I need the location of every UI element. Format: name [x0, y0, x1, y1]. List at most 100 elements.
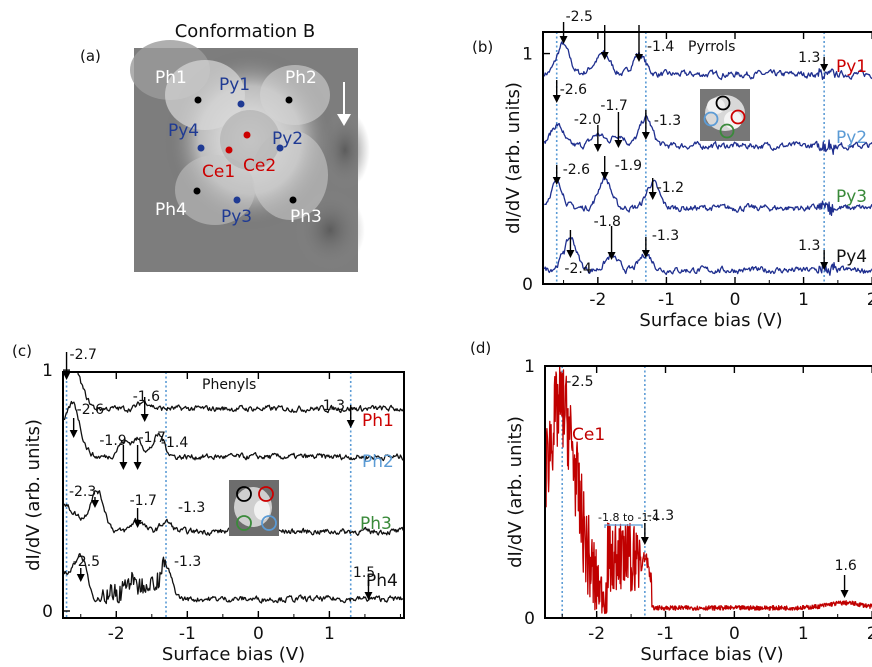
series-label-ph2: Ph2: [362, 452, 394, 472]
series-line-py3: [544, 176, 872, 217]
panel-a-title: Conformation B: [175, 21, 316, 42]
peak-annotation: -1.7: [130, 493, 157, 509]
site-label-ce1: Ce1: [202, 162, 235, 182]
panel-a-stm-image: (a) Conformation B Ph1 Py1 Ph2 Py4 Py2 Ce1 Ce2…: [80, 21, 370, 272]
series-line-py4: [543, 237, 872, 276]
y-tick-label: 0: [42, 602, 53, 622]
peak-annotation: -2.7: [70, 347, 97, 363]
series-label-ph3: Ph3: [360, 514, 392, 534]
x-tick-label: 1: [798, 624, 809, 644]
series-label-ph4: Ph4: [366, 571, 398, 591]
series-label-py1: Py1: [836, 57, 867, 77]
panel-b-axes: -2 -1 0 1 2 0 1 Surface bias (V) dI/dV (arb. uni…: [503, 9, 872, 331]
x-tick-label: 2: [867, 624, 872, 644]
site-dot-py1: [237, 100, 245, 108]
peak-annotation: -1.3: [174, 554, 201, 570]
x-tick-label: -2: [588, 624, 605, 644]
x-tick-label: 2: [867, 290, 872, 310]
series-label-py3: Py3: [836, 187, 867, 207]
peak-annotation: -1.3: [178, 500, 205, 516]
site-dot-ph2: [285, 96, 293, 104]
peak-annotation: -1.3: [654, 113, 681, 129]
peak-annotation: 1.6: [835, 558, 857, 574]
site-label-ph4: Ph4: [155, 200, 187, 220]
series-line-ce1: [545, 366, 872, 615]
x-axis-label: Surface bias (V): [639, 310, 782, 331]
site-markers: Ph1 Py1 Ph2 Py4 Py2 Ce1 Ce2 Ph4 Py3 Ph3: [155, 68, 322, 227]
y-tick-label: 0: [522, 275, 533, 295]
panel-b-inset-image: [700, 89, 750, 141]
panel-c-inset-image: [229, 480, 279, 536]
y-axis-label: dI/dV (arb. units): [503, 82, 524, 234]
panel-d-frame: [544, 365, 872, 619]
peak-annotation: -1.9: [99, 433, 126, 449]
site-dot-py4: [197, 144, 205, 152]
site-dot-ce1: [225, 146, 233, 154]
panel-d-label: (d): [470, 339, 491, 357]
series-label-py2: Py2: [836, 128, 867, 148]
peak-annotation: -1.6: [133, 389, 160, 405]
site-dot-ce2: [243, 131, 251, 139]
peak-annotation: -2.0: [574, 112, 601, 128]
panel-d-ce1-chart: (d) -2 -1 0 1 2 0 1 Surface bias (V) dI/dV (arb.…: [470, 339, 872, 665]
peak-annotation: -1.8: [594, 214, 621, 230]
peak-annotation: -1.7: [139, 430, 166, 446]
peak-annotation: -1.3: [647, 508, 674, 524]
site-label-ce2: Ce2: [243, 156, 276, 176]
x-tick-label: -2: [589, 290, 606, 310]
panel-c-phenyls-chart: (c) -2 -1 0 1 0 1 Surface bias (V) dI/dV (arb. …: [12, 342, 405, 665]
x-tick-label: -2: [108, 624, 125, 644]
peak-annotation: -2.4: [564, 261, 591, 277]
y-tick-label: 0: [524, 609, 535, 629]
x-tick-label: 0: [253, 624, 264, 644]
site-dot-py2: [276, 144, 284, 152]
peak-annotation: -2.6: [77, 402, 104, 418]
peak-annotation: -2.6: [560, 82, 587, 98]
panel-d-axes: -2 -1 0 1 2 0 1 Surface bias (V) dI/dV (arb. uni…: [505, 357, 872, 665]
peak-annotation: -1.2: [657, 180, 684, 196]
x-axis-label: Surface bias (V): [640, 644, 783, 665]
range-annotation: -1.8 to -1.4: [598, 511, 659, 524]
x-tick-label: 0: [729, 624, 740, 644]
series-label-py4: Py4: [836, 247, 867, 267]
peak-annotation: -1.7: [600, 98, 627, 114]
series-line-py1: [543, 41, 872, 81]
peak-annotation: -2.6: [563, 162, 590, 178]
peak-annotation: -1.4: [647, 39, 674, 55]
site-dot-ph4: [193, 187, 201, 195]
x-tick-label: -1: [179, 624, 196, 644]
site-dot-ph1: [194, 96, 202, 104]
series-label-ce1: Ce1: [572, 425, 605, 445]
x-tick-label: -1: [657, 624, 674, 644]
y-tick-label: 1: [522, 45, 533, 65]
peak-annotation: -1.4: [161, 435, 188, 451]
x-axis-label: Surface bias (V): [162, 644, 305, 665]
panel-a-label: (a): [80, 47, 101, 65]
site-label-py1: Py1: [219, 75, 250, 95]
peak-annotation: 1.3: [323, 398, 345, 414]
stm-image: [130, 40, 370, 272]
panel-c-title: Phenyls: [202, 377, 256, 393]
panel-c-label: (c): [12, 342, 32, 360]
panel-b-label: (b): [472, 38, 493, 56]
site-dot-ph3: [289, 196, 297, 204]
peak-annotation: -2.5: [73, 554, 100, 570]
site-label-py3: Py3: [221, 207, 252, 227]
site-label-py4: Py4: [168, 121, 199, 141]
series-line-ph1: [77, 372, 404, 414]
x-tick-label: -1: [658, 290, 675, 310]
panel-c-axes: -2 -1 0 1 0 1 Surface bias (V) dI/dV (arb. unit…: [23, 347, 401, 665]
peak-annotation: 1.3: [798, 50, 820, 66]
series-line-ph4: [63, 552, 404, 605]
x-tick-label: 1: [324, 624, 335, 644]
peak-annotation: -1.3: [652, 228, 679, 244]
y-axis-label: dI/dV (arb. units): [505, 416, 526, 568]
x-tick-label: 1: [798, 290, 809, 310]
peak-annotation: -2.5: [566, 374, 593, 390]
peak-annotation: -2.5: [566, 9, 593, 25]
site-label-py2: Py2: [272, 129, 303, 149]
peak-annotation: 1.5: [353, 565, 375, 581]
x-tick-label: 0: [730, 290, 741, 310]
panel-b-frame: [542, 31, 872, 285]
